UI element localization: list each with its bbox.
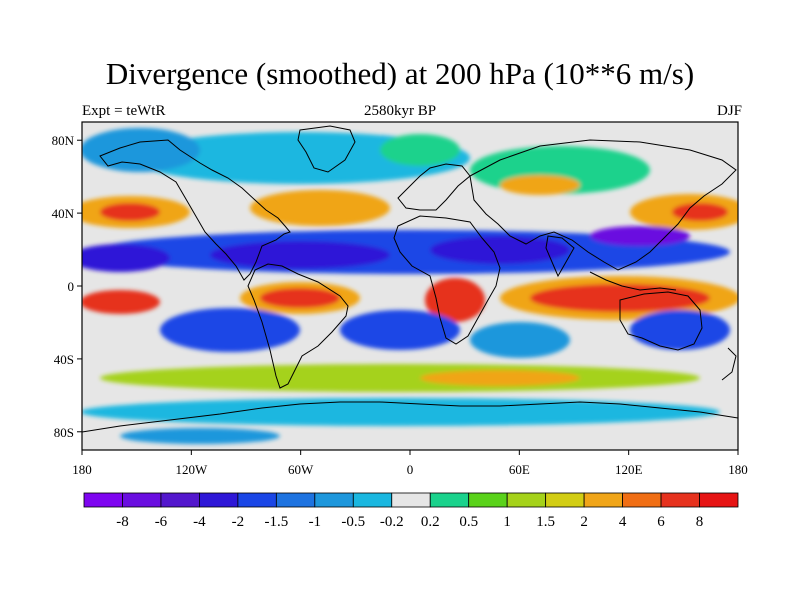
colorbar-swatch bbox=[314, 492, 354, 508]
lon-tick-label: 60W bbox=[288, 462, 314, 477]
field-region-strong_conv bbox=[82, 244, 170, 272]
colorbar-swatch bbox=[468, 492, 508, 508]
latitude-axis: 80N 40N 0 40S 80S bbox=[52, 133, 82, 440]
field-region-mod_conv bbox=[340, 310, 460, 350]
field-region-weak_div bbox=[380, 134, 460, 166]
colorbar-label: 6 bbox=[657, 514, 665, 530]
colorbar-label: 8 bbox=[696, 514, 704, 530]
lon-tick-label: 60E bbox=[509, 462, 530, 477]
colorbar-label: -6 bbox=[155, 514, 168, 530]
colorbar-label: -1.5 bbox=[264, 514, 288, 530]
field-region-mod_div bbox=[420, 370, 580, 386]
coast-new-zealand bbox=[721, 347, 737, 381]
colorbar-label: 4 bbox=[619, 514, 627, 530]
lat-tick-label: 80S bbox=[54, 425, 74, 440]
longitude-axis: 180 120W 60W 0 60E 120E 180 bbox=[72, 450, 748, 477]
field-region-mod_conv bbox=[630, 310, 730, 350]
experiment-label: Expt = teWtR bbox=[82, 103, 166, 119]
lat-tick-label: 40S bbox=[54, 352, 74, 367]
lat-tick-label: 0 bbox=[68, 279, 75, 294]
colorbar-label: 1.5 bbox=[536, 514, 555, 530]
lat-tick-label: 80N bbox=[52, 133, 75, 148]
lon-tick-label: 180 bbox=[728, 462, 748, 477]
lon-tick-label: 180 bbox=[72, 462, 92, 477]
coastlines bbox=[82, 125, 738, 433]
lon-tick-label: 120W bbox=[175, 462, 208, 477]
field-region-mod_conv bbox=[160, 308, 300, 352]
colorbar-label: 0.2 bbox=[421, 514, 440, 530]
field-region-weak_conv bbox=[470, 322, 570, 358]
colorbar-swatch bbox=[699, 492, 739, 508]
colorbar-swatch bbox=[583, 492, 623, 508]
field-region-strong_conv bbox=[430, 236, 570, 264]
field-region-strong_div bbox=[672, 203, 728, 221]
colorbar-swatch bbox=[122, 492, 162, 508]
field-region-strong_div bbox=[530, 284, 710, 312]
map-field bbox=[82, 122, 738, 450]
lat-tick-label: 40N bbox=[52, 206, 75, 221]
coast-africa bbox=[393, 215, 501, 345]
colorbar: -8 -6 -4 -2 -1.5 -1 -0.5 -0.2 0.2 0.5 1 1.5 2 4 6 8 bbox=[83, 492, 739, 530]
field-region-strong_div bbox=[82, 290, 160, 314]
colorbar-swatch bbox=[391, 492, 431, 508]
field-region-strong_conv bbox=[210, 241, 390, 269]
colorbar-swatch bbox=[237, 492, 277, 508]
coast-india bbox=[545, 235, 575, 278]
field-region-mid_div bbox=[100, 364, 700, 392]
plot-title: Divergence (smoothed) at 200 hPa (10**6 … bbox=[105, 56, 695, 91]
coast-australia bbox=[619, 291, 703, 351]
colorbar-swatch bbox=[660, 492, 700, 508]
colorbar-label: 1 bbox=[503, 514, 511, 530]
coast-north-america bbox=[99, 139, 291, 281]
coast-south-america bbox=[247, 263, 349, 389]
colorbar-label: -2 bbox=[232, 514, 245, 530]
season-label: DJF bbox=[716, 103, 742, 119]
field-region-strong_div bbox=[425, 278, 485, 322]
coast-indonesia bbox=[589, 271, 677, 291]
colorbar-label: -4 bbox=[193, 514, 206, 530]
colorbar-label: -0.5 bbox=[341, 514, 365, 530]
lon-tick-label: 0 bbox=[407, 462, 414, 477]
colorbar-label: -0.2 bbox=[380, 514, 404, 530]
time-label: 2580kyr BP bbox=[363, 103, 437, 119]
field-region-weak_conv bbox=[82, 128, 200, 172]
field-region-light_conv bbox=[82, 398, 720, 426]
colorbar-label: -8 bbox=[116, 514, 129, 530]
colorbar-swatch bbox=[352, 492, 393, 508]
colorbar-swatch bbox=[429, 492, 470, 508]
colorbar-swatch bbox=[545, 492, 585, 508]
colorbar-swatch bbox=[275, 492, 316, 508]
field-region-mod_div bbox=[500, 175, 580, 195]
field-region-strong_div bbox=[100, 203, 160, 221]
colorbar-swatch bbox=[506, 492, 547, 508]
field-region-weak_conv bbox=[120, 428, 280, 444]
field-region-mod_div bbox=[250, 190, 390, 226]
field-region-strong_purple bbox=[590, 226, 690, 246]
divergence-field bbox=[82, 128, 738, 444]
lon-tick-label: 120E bbox=[615, 462, 643, 477]
coast-antarctica bbox=[82, 401, 738, 433]
colorbar-label: 2 bbox=[580, 514, 588, 530]
colorbar-label: 0.5 bbox=[459, 514, 478, 530]
field-region-strong_div bbox=[260, 288, 340, 308]
coast-greenland bbox=[297, 125, 356, 173]
colorbar-swatch bbox=[160, 492, 200, 508]
colorbar-label: -1 bbox=[309, 514, 322, 530]
colorbar-swatch bbox=[199, 492, 239, 508]
coast-asia bbox=[469, 139, 737, 271]
colorbar-swatch bbox=[622, 492, 662, 508]
colorbar-swatch bbox=[83, 492, 123, 508]
